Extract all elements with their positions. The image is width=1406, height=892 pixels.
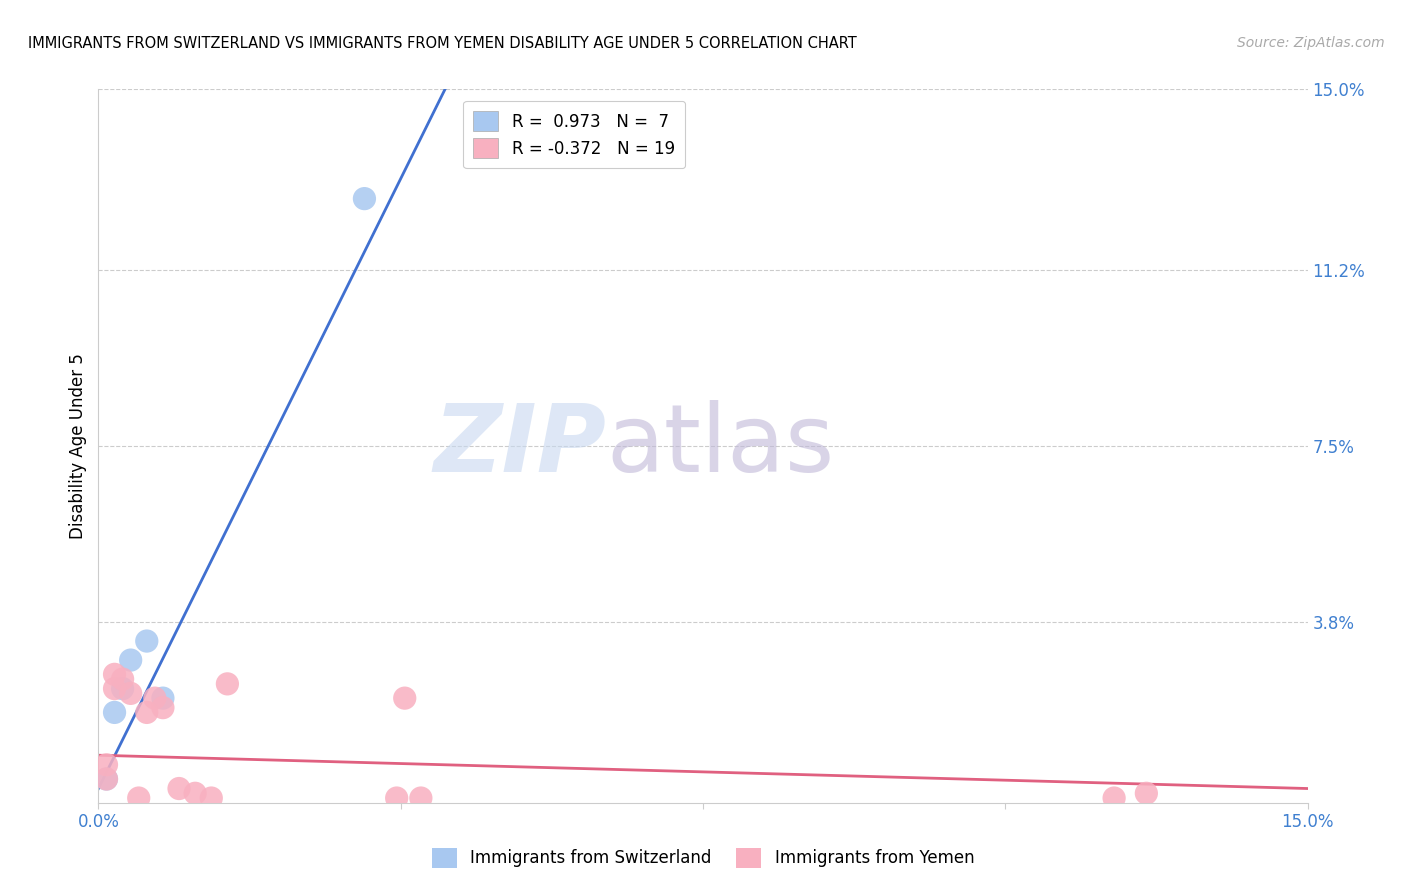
Text: atlas: atlas bbox=[606, 400, 835, 492]
Point bbox=[128, 791, 150, 805]
Point bbox=[1135, 786, 1157, 800]
Point bbox=[143, 691, 166, 706]
Point bbox=[135, 706, 157, 720]
Point bbox=[353, 192, 375, 206]
Point bbox=[200, 791, 222, 805]
Legend: Immigrants from Switzerland, Immigrants from Yemen: Immigrants from Switzerland, Immigrants … bbox=[425, 841, 981, 875]
Point bbox=[103, 667, 125, 681]
Y-axis label: Disability Age Under 5: Disability Age Under 5 bbox=[69, 353, 87, 539]
Point bbox=[96, 772, 118, 786]
Point bbox=[103, 706, 125, 720]
Legend: R =  0.973   N =  7, R = -0.372   N = 19: R = 0.973 N = 7, R = -0.372 N = 19 bbox=[464, 101, 685, 169]
Point bbox=[385, 791, 408, 805]
Point bbox=[1102, 791, 1125, 805]
Point bbox=[184, 786, 207, 800]
Point bbox=[135, 634, 157, 648]
Point bbox=[111, 681, 134, 696]
Point bbox=[152, 700, 174, 714]
Point bbox=[217, 677, 239, 691]
Point bbox=[152, 691, 174, 706]
Point bbox=[120, 686, 142, 700]
Point bbox=[394, 691, 416, 706]
Text: IMMIGRANTS FROM SWITZERLAND VS IMMIGRANTS FROM YEMEN DISABILITY AGE UNDER 5 CORR: IMMIGRANTS FROM SWITZERLAND VS IMMIGRANT… bbox=[28, 36, 856, 51]
Point bbox=[409, 791, 432, 805]
Point bbox=[120, 653, 142, 667]
Point bbox=[167, 781, 190, 796]
Point bbox=[111, 672, 134, 686]
Text: ZIP: ZIP bbox=[433, 400, 606, 492]
Text: Source: ZipAtlas.com: Source: ZipAtlas.com bbox=[1237, 36, 1385, 50]
Point bbox=[96, 757, 118, 772]
Point bbox=[96, 772, 118, 786]
Point bbox=[103, 681, 125, 696]
